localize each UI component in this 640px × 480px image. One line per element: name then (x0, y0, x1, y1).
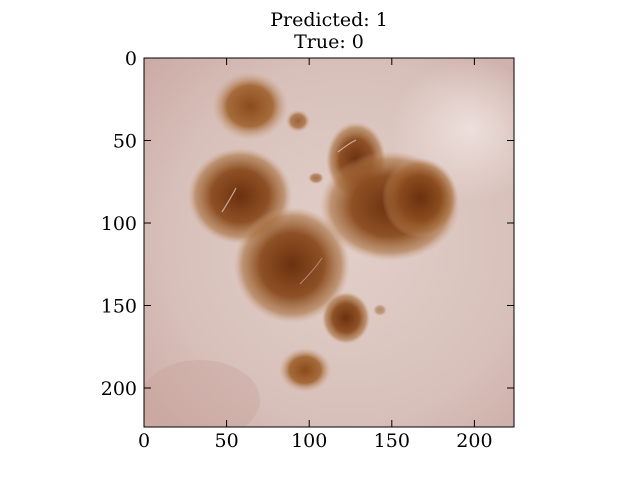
x-tick-label: 150 (374, 430, 410, 452)
y-axis-ticks (144, 57, 514, 389)
skin-lesion-image (144, 58, 514, 427)
y-tick-label: 0 (125, 48, 137, 70)
title-true: True: 0 (294, 31, 364, 53)
title-predicted: Predicted: 1 (270, 9, 388, 31)
y-tick-label: 200 (101, 378, 137, 400)
plot-frame (143, 57, 515, 428)
y-tick-label: 100 (101, 213, 137, 235)
x-axis-ticks (143, 58, 475, 427)
x-tick-label: 0 (138, 430, 150, 452)
x-tick-label: 100 (291, 430, 327, 452)
y-tick-label: 150 (101, 296, 137, 318)
x-tick-label: 200 (456, 430, 492, 452)
y-tick-label: 50 (113, 131, 137, 153)
x-tick-label: 50 (215, 430, 239, 452)
